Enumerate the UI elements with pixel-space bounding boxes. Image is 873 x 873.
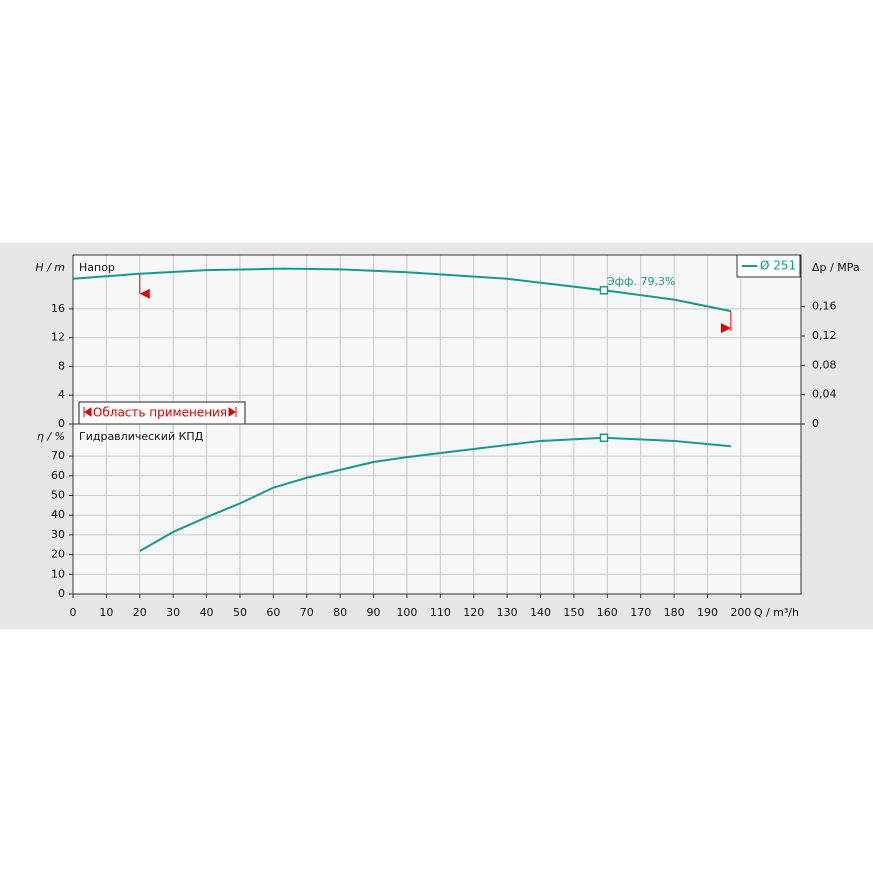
x-tick-label: 100	[396, 606, 417, 619]
y-axis-label: H / m	[35, 261, 65, 274]
y-tick-label: 0	[58, 417, 65, 430]
x-tick-label: 180	[664, 606, 685, 619]
y-tick-label: 12	[51, 331, 65, 344]
x-tick-label: 80	[333, 606, 347, 619]
curve	[72, 267, 732, 313]
x-tick-label: 160	[597, 606, 618, 619]
x-tick-label: 90	[367, 606, 381, 619]
y2-tick-label: 0,16	[812, 300, 837, 313]
bep-marker	[599, 285, 609, 295]
range-box-arrows	[83, 407, 237, 417]
x-axis-label: Q / m³/h	[754, 606, 799, 619]
y-tick-label: 8	[58, 359, 65, 372]
x-tick-label: 130	[497, 606, 518, 619]
y-tick-label: 0	[58, 587, 65, 600]
bep-marker	[599, 433, 609, 443]
y-tick-label: 16	[51, 302, 65, 315]
y2-tick-label: 0,12	[812, 329, 837, 342]
x-tick-label: 110	[430, 606, 451, 619]
y2-axis-label: Δp / MPa	[812, 261, 860, 274]
plot-frame	[72, 423, 802, 595]
x-tick-label: 10	[99, 606, 113, 619]
y-tick-label: 4	[58, 388, 65, 401]
x-tick-label: 120	[463, 606, 484, 619]
x-tick-label: 60	[266, 606, 280, 619]
range-label: Область применения	[93, 406, 227, 420]
x-tick-label: 40	[200, 606, 214, 619]
x-tick-label: 20	[133, 606, 147, 619]
annotation: Эфф. 79,3%	[607, 275, 675, 288]
y2-tick-label: 0	[812, 417, 819, 430]
x-tick-label: 50	[233, 606, 247, 619]
range-arrow	[720, 323, 731, 334]
panel-title: Напор	[79, 261, 115, 274]
x-tick-label: 0	[70, 606, 77, 619]
y-tick-label: 30	[51, 528, 65, 541]
legend-box	[736, 254, 801, 278]
y-tick-label: 60	[51, 469, 65, 482]
x-tick-label: 140	[530, 606, 551, 619]
legend-label: Ø 251	[760, 259, 796, 273]
curve	[139, 436, 731, 552]
x-tick-label: 30	[166, 606, 180, 619]
x-tick-label: 70	[300, 606, 314, 619]
y-axis-label: η / %	[37, 430, 65, 443]
y-tick-label: 10	[51, 567, 65, 580]
x-tick-label: 150	[563, 606, 584, 619]
range-arrow	[139, 288, 150, 299]
panel-title: Гидравлический КПД	[79, 430, 204, 443]
y-tick-label: 70	[51, 449, 65, 462]
y2-tick-label: 0,08	[812, 358, 837, 371]
x-tick-label: 170	[630, 606, 651, 619]
y2-tick-label: 0,04	[812, 388, 837, 401]
y-tick-label: 40	[51, 508, 65, 521]
y-tick-label: 50	[51, 489, 65, 502]
x-tick-label: 200	[730, 606, 751, 619]
x-tick-label: 190	[697, 606, 718, 619]
y-tick-label: 20	[51, 548, 65, 561]
